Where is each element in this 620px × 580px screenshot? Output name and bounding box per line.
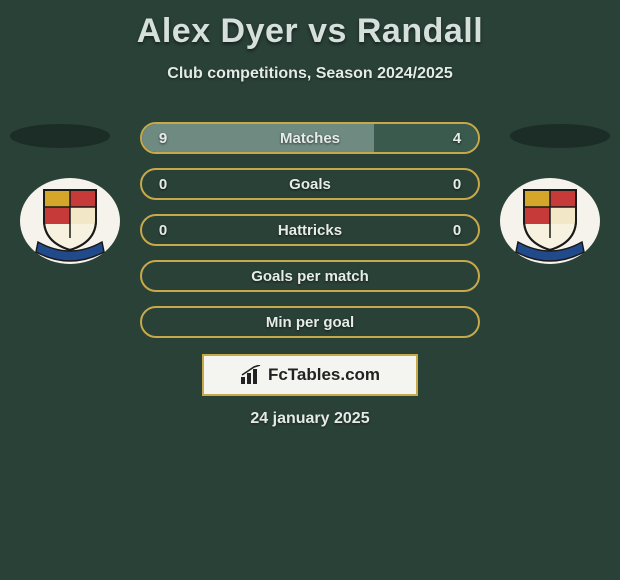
branding-box: FcTables.com (202, 354, 418, 396)
player-shadow-left (10, 124, 110, 148)
branding-chart-icon (240, 365, 262, 385)
stat-label: Min per goal (184, 314, 436, 331)
page-title: Alex Dyer vs Randall (0, 0, 620, 51)
stat-row: 0Goals0 (140, 168, 480, 200)
date-text: 24 january 2025 (0, 410, 620, 428)
stat-value-left: 0 (142, 222, 184, 239)
branding-text: FcTables.com (268, 365, 380, 385)
stat-label: Matches (184, 130, 436, 147)
stat-label: Goals per match (184, 268, 436, 285)
stats-container: 9Matches40Goals00Hattricks0Goals per mat… (140, 122, 480, 352)
stat-value-right: 0 (436, 222, 478, 239)
stat-row: Goals per match (140, 260, 480, 292)
subtitle: Club competitions, Season 2024/2025 (0, 65, 620, 83)
stat-row: 9Matches4 (140, 122, 480, 154)
stat-label: Goals (184, 176, 436, 193)
stat-value-left: 9 (142, 130, 184, 147)
player-shadow-right (510, 124, 610, 148)
stat-row: 0Hattricks0 (140, 214, 480, 246)
club-badge-right (500, 178, 600, 264)
stat-value-right: 4 (436, 130, 478, 147)
stat-row: Min per goal (140, 306, 480, 338)
stat-value-left: 0 (142, 176, 184, 193)
club-badge-left (20, 178, 120, 264)
stat-value-right: 0 (436, 176, 478, 193)
stat-label: Hattricks (184, 222, 436, 239)
